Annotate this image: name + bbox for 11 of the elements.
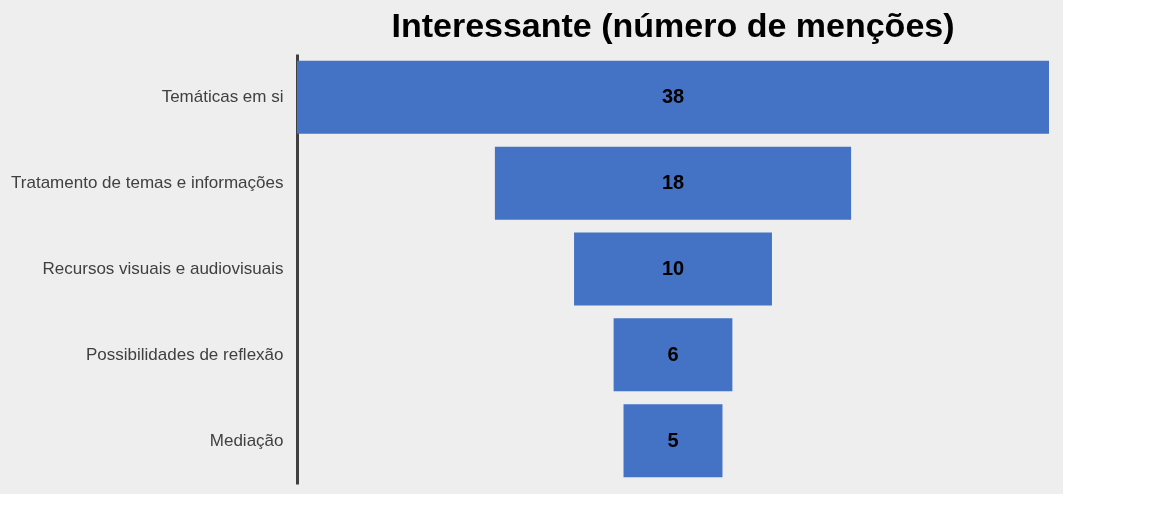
data-label: 10 [661, 257, 685, 279]
category-label: Recursos visuais e audiovisuais [42, 259, 284, 278]
data-label: 38 [661, 85, 685, 108]
data-label: 18 [661, 171, 685, 194]
category-label: Mediação [209, 430, 284, 450]
category-label: Possibilidades de reflexão [85, 344, 284, 364]
category-label: Temáticas em si [161, 87, 284, 107]
category-label: Tratamento de temas e informações [11, 173, 284, 193]
data-label: 5 [667, 428, 679, 451]
text: Interessante (número de menções) [391, 6, 955, 44]
data-label: 6 [667, 342, 679, 365]
